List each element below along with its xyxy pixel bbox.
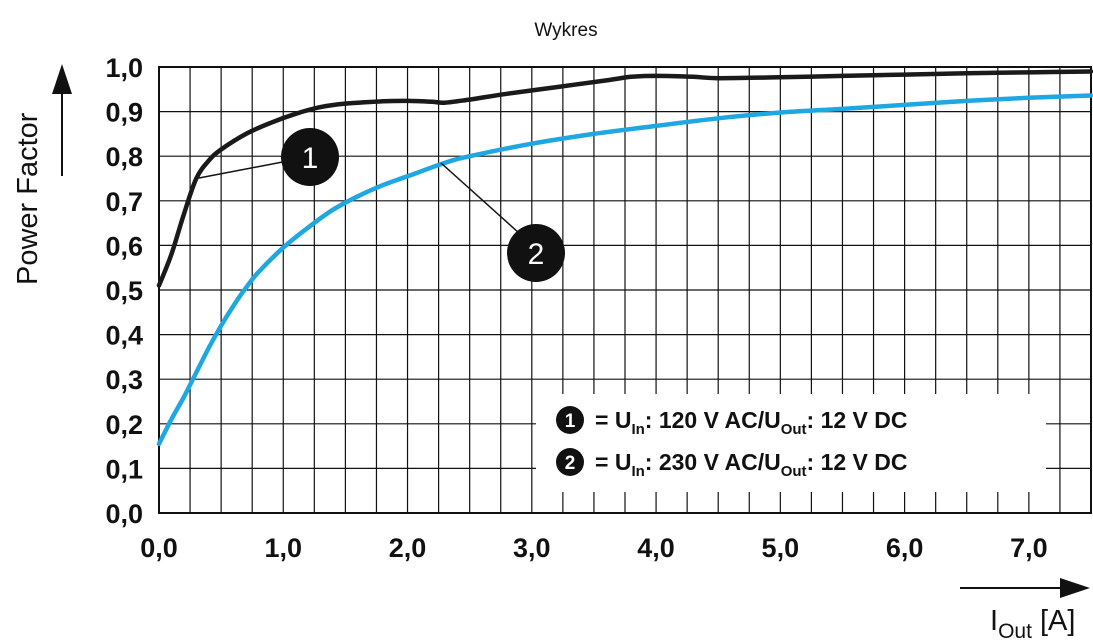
y-tick-label: 0,3: [105, 365, 143, 395]
callout-1-label: 1: [302, 142, 319, 175]
legend-label-1: = UIn: 120 V AC/UOut: 12 V DC: [595, 407, 908, 438]
y-tick-label: 0,4: [105, 321, 143, 351]
svg-text:2: 2: [565, 453, 576, 474]
x-tick-label: 4,0: [637, 533, 675, 563]
axis-ticks: 0,0 0,1 0,2 0,3 0,4 0,5 0,6 0,7 0,8 0,9 1,0 0,0 1,0 2…: [105, 53, 1047, 563]
y-tick-label: 0,8: [105, 142, 143, 172]
legend-label-2: = UIn: 230 V AC/UOut: 12 V DC: [595, 449, 908, 480]
y-tick-label: 1,0: [105, 53, 143, 83]
x-tick-label: 5,0: [762, 533, 800, 563]
x-tick-label: 0,0: [140, 533, 178, 563]
y-tick-label: 0,5: [105, 276, 143, 306]
y-tick-label: 0,2: [105, 410, 143, 440]
x-tick-label: 3,0: [513, 533, 551, 563]
legend-box: [536, 394, 1046, 492]
legend-item-2: 2 = UIn: 230 V AC/UOut: 12 V DC: [556, 448, 908, 480]
callout-2-label: 2: [528, 238, 545, 271]
y-tick-label: 0,7: [105, 187, 143, 217]
y-tick-label: 0,0: [105, 499, 143, 529]
callout-1-badge: 1: [281, 128, 339, 186]
y-tick-label: 0,9: [105, 98, 143, 128]
y-axis-arrow-head: [52, 64, 72, 94]
legend-badge-2: [556, 448, 584, 476]
callout-2-leader: [440, 162, 520, 234]
y-axis-label: Power Factor: [12, 112, 44, 285]
y-tick-label: 0,6: [105, 231, 143, 261]
x-tick-label: 6,0: [886, 533, 924, 563]
plot-frame: [158, 66, 1092, 514]
x-axis-arrow-head: [1060, 578, 1090, 598]
legend-badge-1: [556, 406, 584, 434]
x-tick-label: 1,0: [264, 533, 302, 563]
svg-text:1: 1: [565, 411, 576, 432]
chart-title: Wykres: [534, 20, 597, 41]
x-tick-label: 7,0: [1010, 533, 1048, 563]
series-1-line: [156, 69, 1093, 288]
callout-2-badge: 2: [507, 224, 565, 282]
callout-1-leader: [198, 159, 294, 179]
legend-item-1: 1 = UIn: 120 V AC/UOut: 12 V DC: [556, 406, 908, 438]
x-axis-label: IOut [A]: [990, 605, 1075, 643]
y-tick-label: 0,1: [105, 454, 143, 484]
series-2-line: [156, 93, 1093, 447]
series-layer: [156, 69, 1093, 447]
x-tick-label: 2,0: [389, 533, 427, 563]
